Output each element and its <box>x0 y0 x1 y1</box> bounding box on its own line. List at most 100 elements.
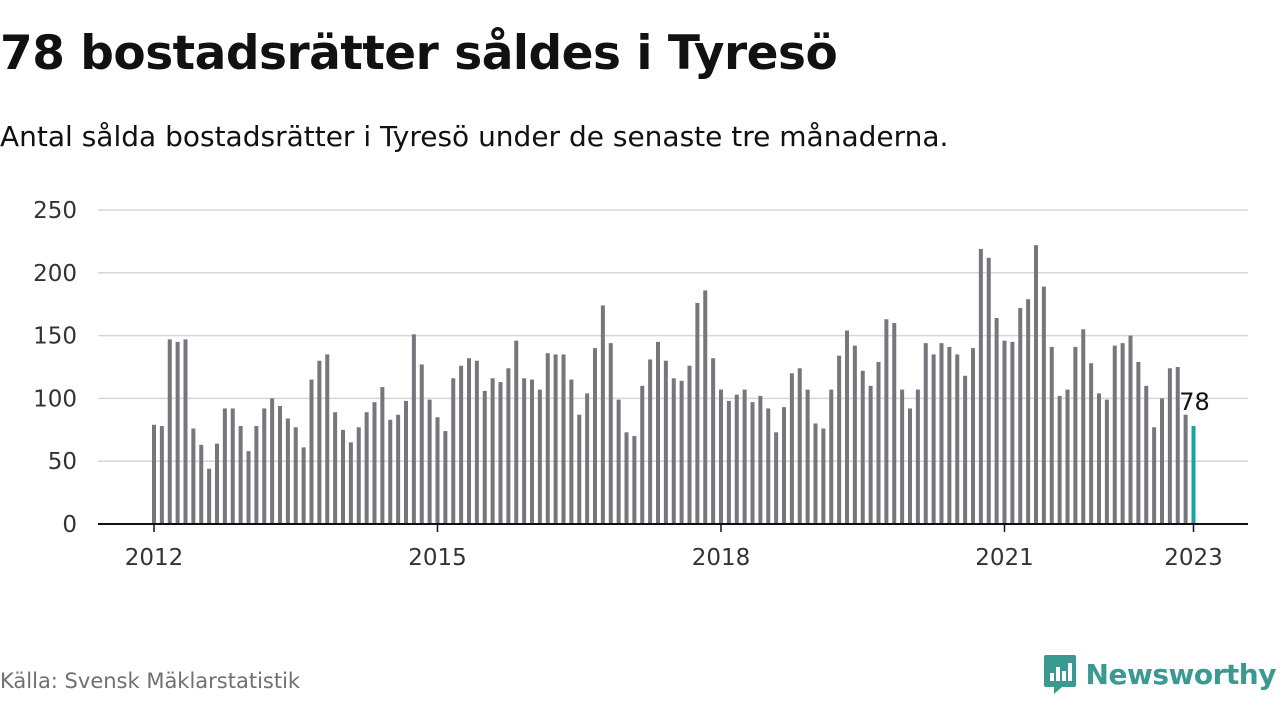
x-tick-label: 2018 <box>692 545 751 571</box>
bar <box>971 348 975 524</box>
bar <box>648 359 653 524</box>
bar <box>372 402 377 524</box>
bar <box>270 398 275 524</box>
bar <box>427 399 432 524</box>
bar <box>789 373 794 524</box>
bar <box>616 399 621 524</box>
bar <box>411 334 416 524</box>
bar <box>380 387 385 524</box>
bar <box>435 417 440 524</box>
bar <box>1010 341 1015 524</box>
bar <box>348 442 353 524</box>
bar <box>443 431 448 524</box>
bar <box>459 365 464 524</box>
bar <box>356 427 361 524</box>
y-tick-label: 50 <box>48 449 77 475</box>
bar <box>585 393 590 524</box>
x-tick-label: 2015 <box>408 545 467 571</box>
bar <box>278 405 282 524</box>
bar <box>238 426 243 524</box>
bar <box>1175 367 1180 524</box>
bar <box>1136 361 1141 524</box>
bar <box>1065 389 1070 524</box>
bar <box>947 346 952 524</box>
bar <box>939 343 944 524</box>
bar <box>254 426 259 524</box>
bar <box>230 408 235 524</box>
bar <box>364 412 369 524</box>
bar <box>522 378 527 524</box>
bar <box>388 419 393 524</box>
bar <box>199 444 204 524</box>
bar <box>404 400 408 524</box>
bar-chart: 0 50 100 150 200 250 2012 2015 2018 2021 2023 78 <box>33 198 1248 571</box>
bar <box>1089 363 1094 524</box>
bar <box>1034 245 1038 524</box>
bar <box>711 358 716 524</box>
newsworthy-logo-icon <box>1043 655 1076 694</box>
bar <box>593 348 597 524</box>
bar <box>152 424 156 524</box>
bar <box>876 361 881 524</box>
bar <box>498 382 503 524</box>
bar <box>215 443 219 524</box>
chart-subtitle: Antal sålda bostadsrätter i Tyresö under… <box>0 120 949 153</box>
bar <box>845 330 849 524</box>
chart-title: 78 bostadsrätter såldes i Tyresö <box>0 26 838 81</box>
y-tick-label: 100 <box>33 386 77 412</box>
bar <box>246 451 251 524</box>
bar <box>1128 335 1133 524</box>
bar <box>207 468 212 524</box>
bar <box>1073 346 1078 524</box>
bar <box>451 378 456 524</box>
bar <box>285 418 290 524</box>
bar <box>632 436 637 524</box>
bar <box>506 368 511 524</box>
bar <box>537 389 542 524</box>
bar <box>175 341 180 524</box>
bar <box>734 394 739 524</box>
bar <box>301 447 306 524</box>
bar <box>191 428 196 524</box>
bar <box>1144 385 1149 524</box>
bar <box>600 305 605 524</box>
bar <box>1104 399 1109 524</box>
x-tick-label: 2012 <box>125 545 184 571</box>
x-tick-label: 2021 <box>975 545 1034 571</box>
bar <box>742 389 747 524</box>
bar <box>1057 395 1062 524</box>
bar <box>986 257 991 524</box>
bar <box>159 426 164 524</box>
bar <box>317 360 322 524</box>
bar <box>1097 393 1101 524</box>
bar <box>766 408 771 524</box>
last-value-label: 78 <box>1179 388 1210 416</box>
bar <box>341 429 345 524</box>
bar <box>892 323 897 524</box>
bar <box>396 414 401 524</box>
bar <box>963 375 968 524</box>
bar <box>222 408 227 524</box>
bar <box>900 389 905 524</box>
bar <box>1018 307 1023 524</box>
bar <box>774 432 779 524</box>
bar <box>978 248 983 524</box>
bar <box>994 318 999 524</box>
bar <box>1160 398 1164 524</box>
brand-name: Newsworthy <box>1085 657 1277 691</box>
bar <box>671 378 676 524</box>
bar <box>309 379 314 524</box>
bar <box>726 400 731 524</box>
bar <box>829 389 834 524</box>
bar <box>514 340 519 524</box>
bar <box>797 368 802 524</box>
bar <box>908 408 912 524</box>
bar <box>813 423 818 524</box>
bar <box>1152 427 1157 524</box>
bar <box>490 378 495 524</box>
bar <box>569 379 574 524</box>
bar <box>467 358 471 524</box>
bar <box>293 427 298 524</box>
bar <box>419 364 424 524</box>
bar <box>624 432 629 524</box>
